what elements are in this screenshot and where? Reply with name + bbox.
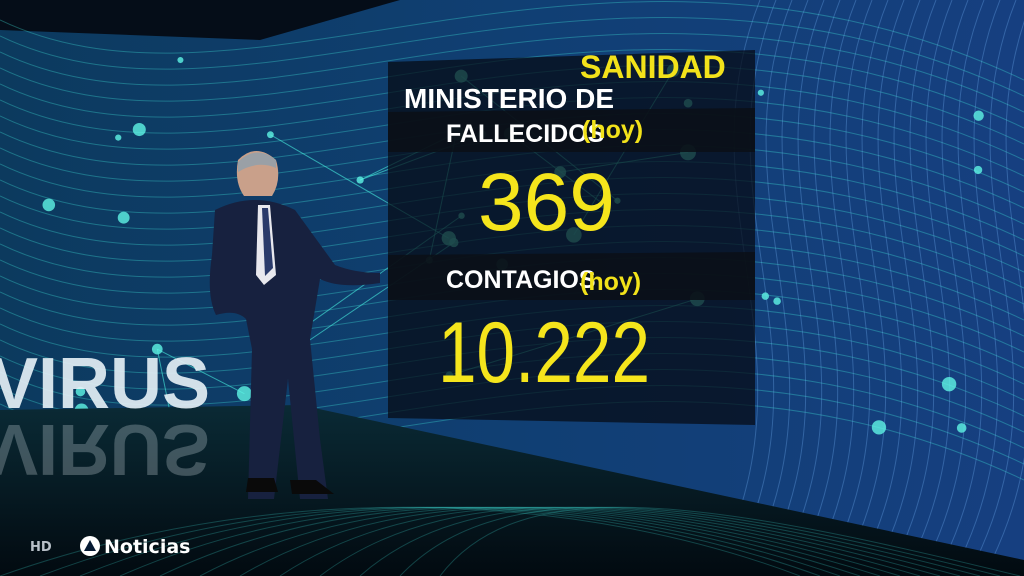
node: [941, 376, 957, 392]
mesh-curve: [863, 0, 905, 561]
node: [871, 420, 887, 435]
stat-value: 369: [478, 157, 615, 248]
mesh-curve: [0, 17, 1024, 97]
floor-reflection: [0, 506, 1021, 576]
mesh-curve: [911, 0, 953, 561]
mesh-curve: [879, 0, 921, 561]
node: [151, 343, 163, 355]
node: [773, 297, 781, 305]
backdrop-word-reflection: VIRUS: [0, 409, 210, 489]
stat-note: (hoy): [580, 268, 641, 296]
stat-value: 10.222: [438, 305, 650, 401]
mesh-curve: [959, 0, 1001, 561]
floor-curve: [239, 506, 921, 576]
floor-curve: [399, 506, 1001, 576]
node: [177, 56, 184, 64]
node: [757, 89, 764, 96]
label-bar: [388, 252, 755, 300]
mesh-curve: [767, 0, 809, 561]
floor-curve: [119, 506, 861, 576]
node: [973, 110, 984, 121]
mesh-curve: [943, 0, 985, 561]
node: [115, 134, 122, 141]
node: [956, 423, 967, 433]
logo-quality: HD: [30, 540, 52, 555]
panel-title: MINISTERIO DE: [404, 83, 614, 114]
node: [356, 176, 364, 184]
mesh-curve: [847, 0, 889, 561]
floor-curve: [39, 506, 821, 576]
floor-curve: [0, 506, 801, 576]
node: [42, 198, 56, 212]
mesh-curve: [927, 0, 969, 561]
node: [75, 386, 86, 397]
mesh-curve: [831, 0, 873, 561]
floor-curve: [79, 506, 841, 576]
floor-curve: [319, 506, 961, 576]
floor-curve: [439, 506, 1021, 576]
mesh-curve: [895, 0, 937, 561]
stat-label: FALLECIDOS: [446, 120, 604, 148]
mesh-curve: [0, 1, 1024, 81]
node: [117, 211, 130, 224]
mesh-curve: [799, 0, 841, 561]
panel-title-highlight: SANIDAD: [580, 49, 726, 85]
presenter: [209, 151, 380, 499]
logo-brand: Noticias: [104, 536, 190, 558]
node-link: [157, 348, 245, 395]
stat-label: CONTAGIOS: [446, 266, 596, 294]
node: [973, 165, 983, 175]
node: [266, 131, 274, 139]
mesh-curve: [0, 33, 1024, 113]
mesh-curve: [991, 20, 1024, 561]
mesh-curve: [751, 0, 793, 561]
floor-curve: [359, 506, 981, 576]
backdrop-word: VIRUS: [0, 344, 210, 424]
floor-curve: [199, 506, 901, 576]
mesh-curve: [783, 0, 825, 561]
mesh-curve: [815, 0, 857, 561]
stat-note: (hoy): [582, 116, 643, 144]
label-bar: [388, 108, 755, 152]
node: [236, 386, 252, 402]
logo-icon-mark: [84, 540, 96, 551]
node: [132, 123, 146, 137]
ceiling: [0, 0, 400, 40]
mesh-curve: [975, 0, 1017, 561]
floor-curve: [279, 506, 941, 576]
node: [761, 292, 770, 300]
floor-curve: [159, 506, 881, 576]
